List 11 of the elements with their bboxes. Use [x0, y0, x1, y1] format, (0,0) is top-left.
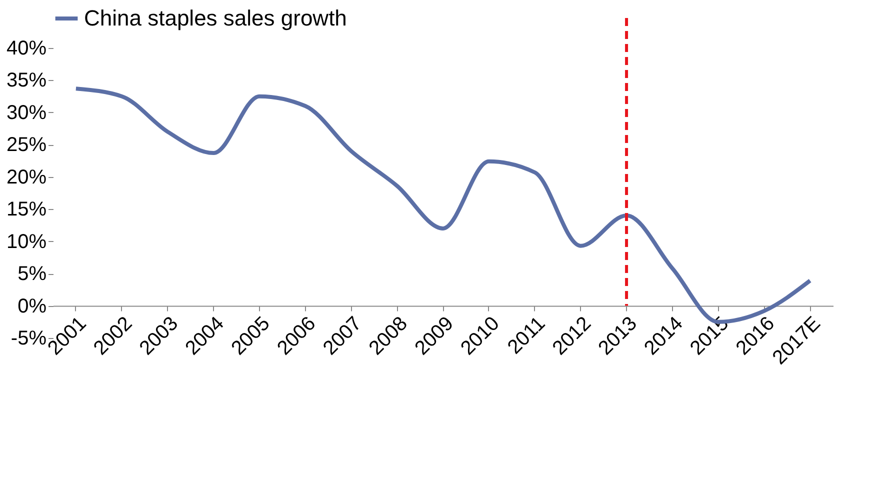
y-tick-label: 35%	[6, 70, 47, 92]
y-tick-label: 10%	[6, 230, 47, 253]
y-tick-label: 40%	[6, 38, 47, 60]
y-tick-label: 5%	[18, 263, 47, 286]
y-tick-label: 15%	[6, 198, 47, 221]
legend-label: China staples sales growth	[84, 6, 347, 30]
y-tick-label: -5%	[10, 328, 47, 350]
y-tick-label: 30%	[6, 102, 47, 124]
y-tick-label: 0%	[18, 295, 47, 318]
y-tick-label: 25%	[6, 134, 47, 156]
y-tick-label: 20%	[6, 166, 47, 188]
